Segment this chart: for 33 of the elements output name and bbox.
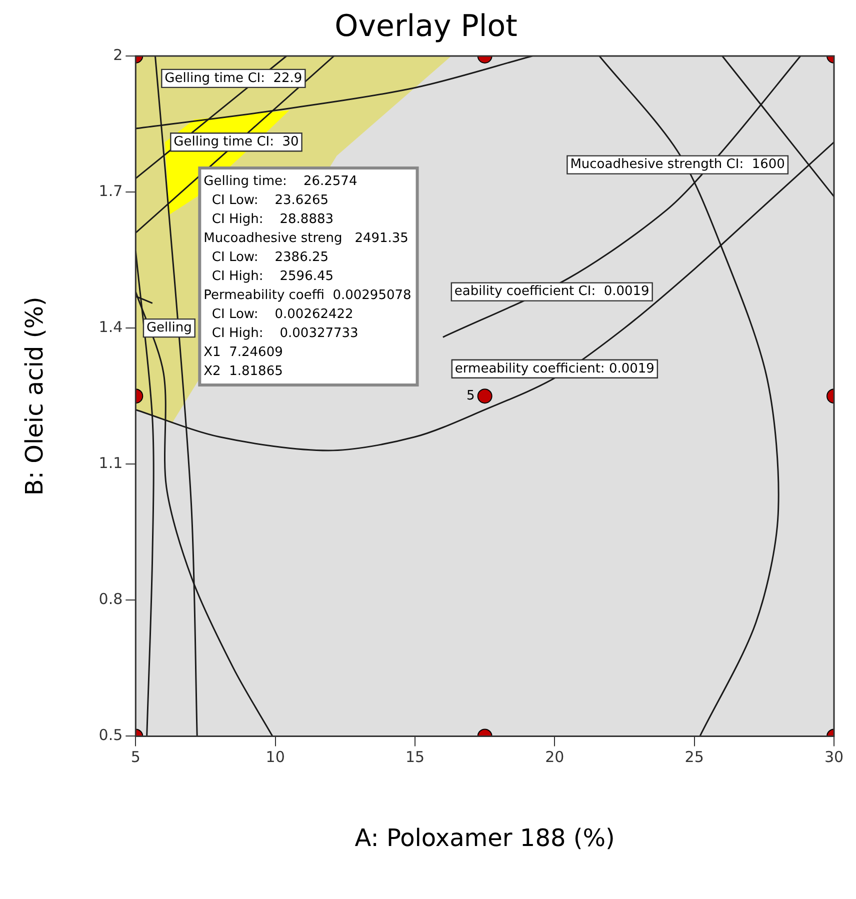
- chart-title: Overlay Plot: [334, 8, 518, 44]
- annotation: Mucoadhesive strength CI: 1600: [570, 157, 785, 172]
- annotation: CI High: 2596.45: [204, 268, 334, 284]
- annotation: ermeability coefficient: 0.0019: [454, 361, 654, 376]
- x-tick-label: 25: [684, 748, 704, 766]
- x-tick-label: 15: [405, 748, 425, 766]
- annotation: X1 7.24609: [204, 344, 283, 360]
- annotation: Gelling time CI: 22.9: [164, 70, 302, 86]
- y-tick-label: 1.1: [98, 454, 123, 472]
- annotation: X2 1.81865: [204, 364, 283, 379]
- x-tick-label: 20: [545, 748, 564, 766]
- y-tick-label: 0.5: [98, 726, 123, 744]
- x-axis-title: A: Poloxamer 188 (%): [354, 824, 615, 852]
- y-tick-label: 1.7: [98, 182, 123, 200]
- annotation: 5: [466, 388, 475, 404]
- annotation: Gelling: [146, 320, 192, 336]
- y-axis-title: B: Oleic acid (%): [20, 296, 49, 496]
- annotation: Mucoadhesive streng 2491.35: [204, 230, 408, 246]
- annotation: CI Low: 23.6265: [204, 192, 329, 208]
- annotation: Gelling time CI: 30: [174, 134, 299, 150]
- annotation: CI Low: 2386.25: [204, 250, 329, 265]
- x-tick-label: 10: [266, 748, 285, 766]
- x-tick-label: 30: [824, 748, 844, 766]
- annotation: Permeability coeffi 0.00295078: [204, 288, 412, 303]
- annotation: CI High: 28.8883: [204, 212, 334, 227]
- annotation: CI High: 0.00327733: [204, 326, 358, 341]
- y-tick-label: 1.4: [98, 318, 123, 336]
- annotation: eability coefficient CI: 0.0019: [454, 284, 650, 300]
- x-tick-label: 5: [130, 748, 140, 766]
- y-tick-label: 2: [113, 46, 123, 64]
- annotation: CI Low: 0.00262422: [204, 306, 354, 322]
- annotation: Gelling time: 26.2574: [204, 174, 358, 189]
- y-tick-label: 0.8: [98, 590, 123, 608]
